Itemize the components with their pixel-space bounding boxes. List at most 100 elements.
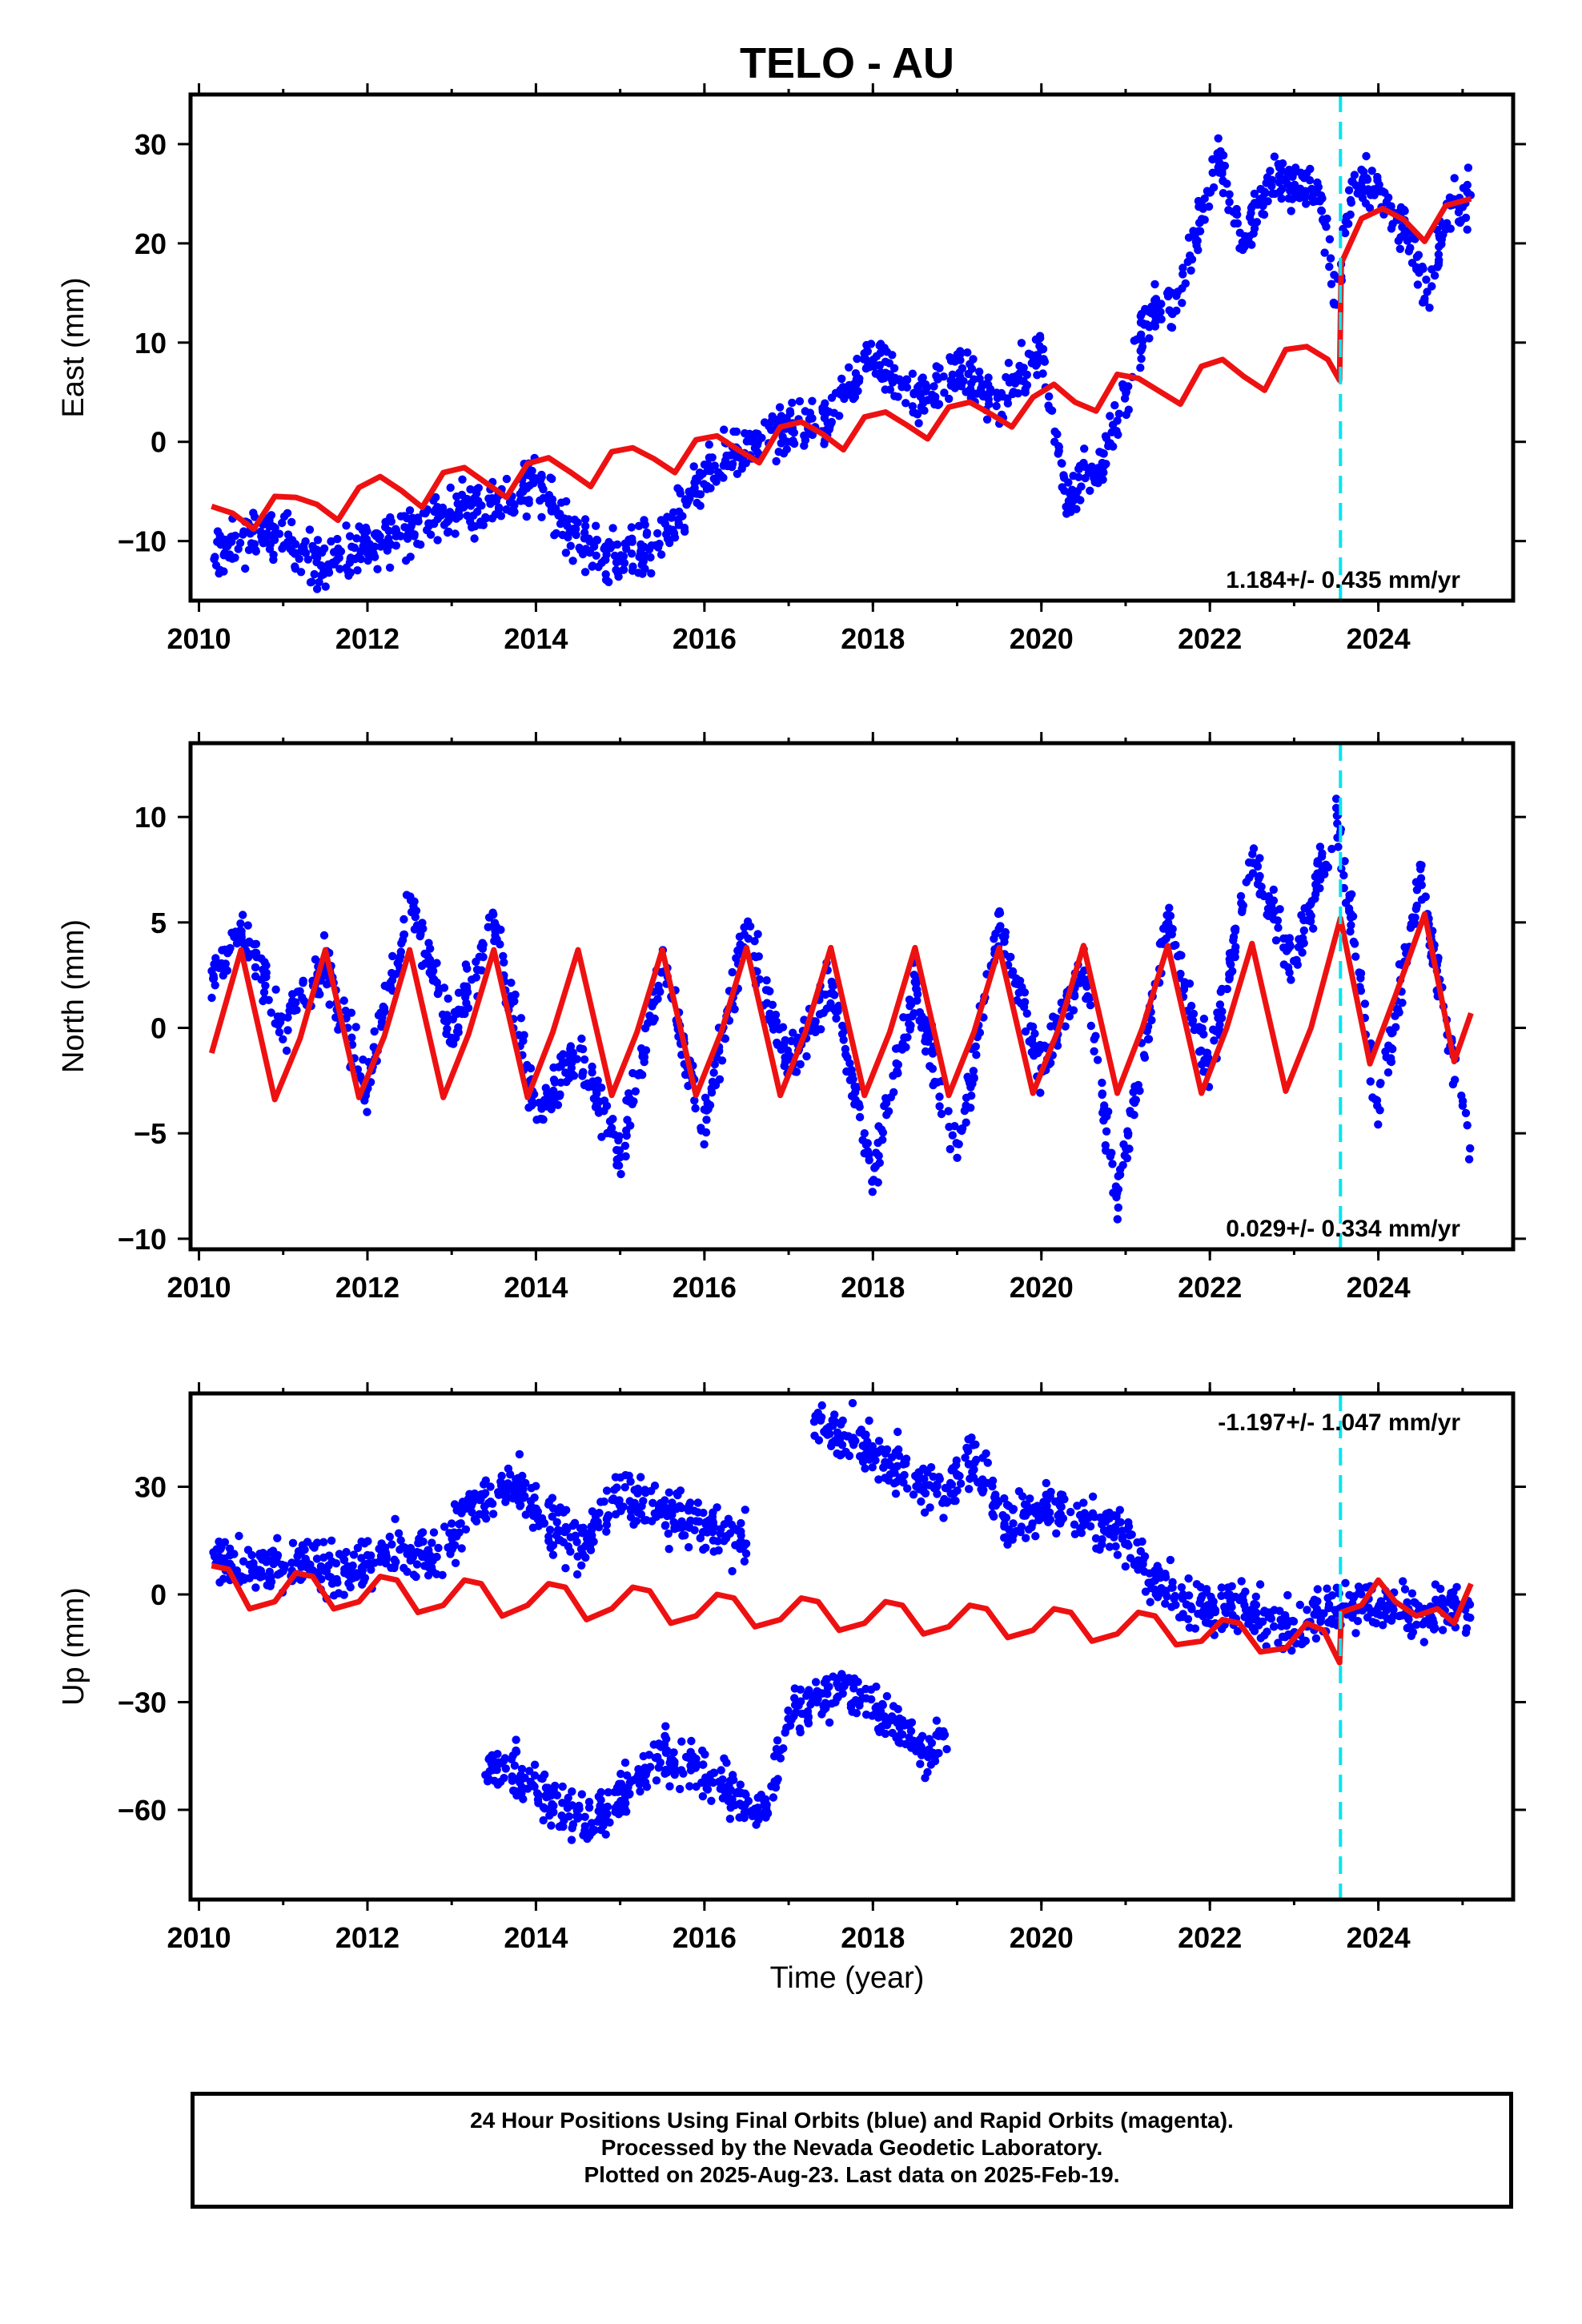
up-data-point <box>1066 1507 1075 1517</box>
up-data-point <box>942 1745 951 1754</box>
up-data-point <box>696 1534 705 1542</box>
north-plot-area <box>207 743 1475 1249</box>
up-data-point <box>325 1551 334 1560</box>
up-data-point <box>1311 1634 1321 1643</box>
up-data-point <box>1118 1532 1127 1541</box>
north-data-point <box>325 1000 334 1009</box>
up-data-point <box>854 1699 864 1707</box>
east-data-point <box>902 383 912 392</box>
north-data-point <box>1218 1007 1227 1016</box>
up-x-tick-label: 2010 <box>167 1921 231 1954</box>
up-data-point <box>881 1729 890 1739</box>
east-data-point <box>885 359 894 368</box>
east-data-point <box>510 501 519 510</box>
north-data-point <box>1195 1023 1203 1031</box>
up-data-point <box>1289 1617 1299 1626</box>
east-data-point <box>1256 184 1265 194</box>
north-data-point <box>1101 1141 1110 1150</box>
up-data-point <box>677 1737 686 1746</box>
east-data-point <box>1358 194 1367 203</box>
north-data-point <box>555 1092 564 1100</box>
east-data-point <box>934 400 942 409</box>
north-data-point <box>430 975 439 984</box>
north-data-point <box>1448 1080 1458 1089</box>
north-data-point <box>211 981 219 990</box>
east-data-point <box>1086 486 1094 495</box>
north-y-tick-label: 10 <box>135 801 167 834</box>
up-data-point <box>385 1532 394 1542</box>
up-data-point <box>919 1464 928 1474</box>
east-data-point <box>1373 172 1382 182</box>
up-data-point <box>1039 1498 1048 1506</box>
north-data-point <box>735 932 745 941</box>
east-data-point <box>1137 345 1146 354</box>
east-data-point <box>472 485 482 493</box>
up-data-point <box>394 1529 404 1538</box>
up-data-point <box>1002 1514 1011 1522</box>
up-x-tick-label: 2022 <box>1178 1921 1242 1954</box>
north-data-point <box>1249 844 1259 853</box>
north-data-point <box>753 930 762 939</box>
up-data-point <box>813 1695 822 1703</box>
up-data-point <box>495 1758 504 1767</box>
north-data-point <box>514 1031 524 1039</box>
east-data-point <box>959 376 968 386</box>
up-data-point <box>1351 1629 1360 1638</box>
up-data-point <box>1157 1584 1166 1593</box>
up-data-point <box>1220 1602 1229 1611</box>
north-data-point <box>370 1027 379 1036</box>
north-data-point <box>960 1106 970 1116</box>
east-data-point <box>888 378 897 387</box>
north-data-point <box>1407 913 1417 922</box>
up-data-point <box>375 1544 383 1554</box>
up-data-point <box>697 1778 706 1787</box>
east-data-point <box>352 534 361 543</box>
east-data-point <box>494 505 504 513</box>
north-data-point <box>600 1096 609 1105</box>
north-data-point <box>1282 947 1291 955</box>
east-data-point <box>1136 364 1145 372</box>
north-data-point <box>211 954 220 963</box>
north-x-tick-label: 2022 <box>1178 1271 1242 1304</box>
up-data-point <box>488 1499 497 1508</box>
north-data-point <box>1185 979 1195 988</box>
east-data-point <box>333 534 342 544</box>
east-data-point <box>777 439 785 448</box>
east-data-point <box>1320 248 1329 257</box>
panels: 2010 2012 2014 2016 2018 2020 2022 2024−1001020… <box>57 83 1526 1954</box>
up-data-point <box>813 1409 822 1417</box>
north-data-point <box>285 1007 294 1015</box>
up-data-point <box>909 1490 918 1499</box>
up-data-point <box>418 1528 428 1537</box>
up-data-point <box>1044 1518 1053 1526</box>
east-data-point <box>270 536 279 545</box>
north-data-point <box>396 947 405 956</box>
up-data-point <box>423 1550 432 1558</box>
up-data-point <box>927 1739 937 1747</box>
east-data-point <box>592 551 600 560</box>
up-data-point <box>1437 1594 1447 1603</box>
north-data-point <box>873 1138 882 1148</box>
east-data-point <box>278 518 287 528</box>
east-data-point <box>1255 195 1264 203</box>
up-data-point <box>1431 1580 1440 1589</box>
up-data-point <box>699 1545 708 1554</box>
north-data-point <box>882 1111 891 1120</box>
up-data-point <box>527 1484 536 1493</box>
east-data-point <box>1022 370 1032 380</box>
east-data-point <box>224 553 234 562</box>
east-data-point <box>315 577 323 587</box>
east-data-point <box>634 521 644 530</box>
east-data-point <box>1403 235 1413 243</box>
north-data-point <box>288 990 297 999</box>
east-data-point <box>1178 263 1187 272</box>
up-data-point <box>761 1813 770 1822</box>
east-data-point <box>267 511 276 520</box>
east-data-point <box>460 500 468 509</box>
north-data-point <box>1374 1120 1383 1129</box>
north-data-point <box>1163 918 1173 927</box>
up-data-point <box>557 1811 566 1820</box>
up-data-point <box>1237 1577 1246 1586</box>
north-data-point <box>1061 1022 1070 1031</box>
north-data-point <box>251 963 260 972</box>
